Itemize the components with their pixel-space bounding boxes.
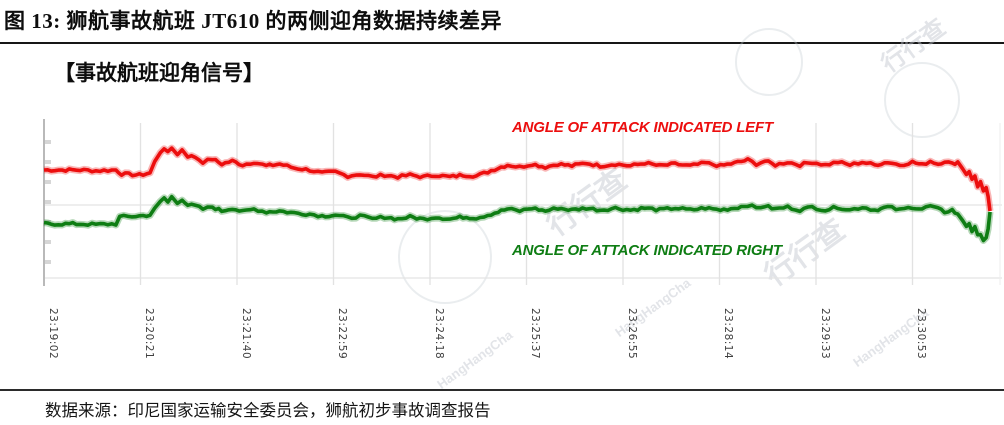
x-tick-label: 23:22:59 bbox=[336, 308, 348, 360]
page-title: 图 13: 狮航事故航班 JT610 的两侧迎角数据持续差异 bbox=[4, 9, 502, 33]
series-label-right: ANGLE OF ATTACK INDICATED RIGHT bbox=[512, 242, 782, 259]
x-tick-label: 23:21:40 bbox=[239, 308, 252, 360]
section-heading: 【事故航班迎角信号】 bbox=[54, 61, 264, 85]
x-tick-label: 23:20:21 bbox=[143, 308, 155, 360]
series-line-right bbox=[43, 194, 992, 243]
y-axis-tick bbox=[45, 260, 51, 264]
x-tick-label: 23:29:33 bbox=[818, 308, 831, 360]
y-axis-tick bbox=[45, 180, 51, 184]
x-tick-label: 23:25:37 bbox=[529, 308, 541, 360]
series-label-left: ANGLE OF ATTACK INDICATED LEFT bbox=[512, 119, 773, 136]
source-note: 数据来源：印尼国家运输安全委员会，狮航初步事故调查报告 bbox=[45, 401, 491, 420]
x-tick-label: 23:26:55 bbox=[625, 308, 638, 360]
x-tick-label: 23:28:14 bbox=[722, 308, 734, 360]
y-axis-tick bbox=[45, 200, 51, 204]
y-axis-tick bbox=[45, 160, 51, 164]
footer-divider bbox=[0, 389, 1004, 391]
x-tick-label: 23:24:18 bbox=[432, 308, 445, 360]
title-divider bbox=[0, 42, 1004, 44]
x-tick-label: 23:19:02 bbox=[46, 308, 59, 360]
x-tick-label: 23:30:53 bbox=[915, 308, 927, 360]
y-axis-tick bbox=[45, 240, 51, 244]
series-line-left bbox=[43, 146, 992, 212]
y-axis-tick bbox=[45, 140, 51, 144]
